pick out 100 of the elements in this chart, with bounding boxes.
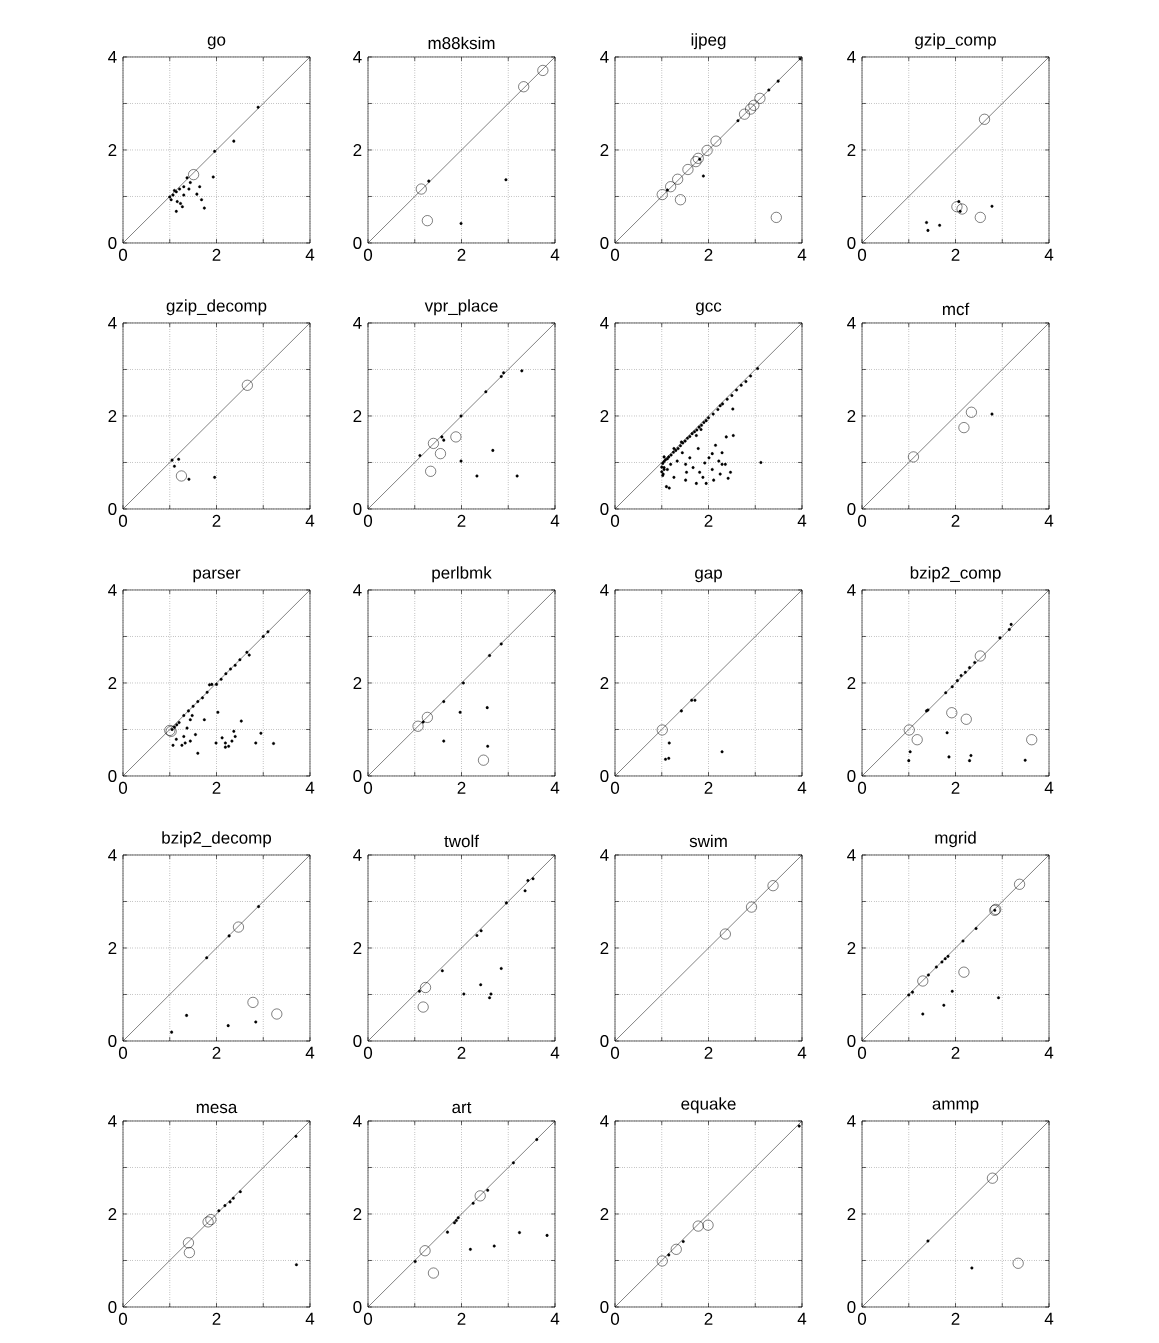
y-tick-label: 4 xyxy=(353,317,362,329)
y-tick-label: 0 xyxy=(108,1034,117,1048)
x-tick-label: 4 xyxy=(550,781,560,794)
x-tick-label: 2 xyxy=(212,1312,221,1325)
y-tick-label: 4 xyxy=(600,51,609,63)
x-tick-label: 2 xyxy=(457,1046,466,1059)
chart-title: gzip_comp xyxy=(915,33,996,50)
chart-title: perlbmk xyxy=(432,566,492,583)
x-tick-label: 2 xyxy=(951,1046,960,1059)
x-tick-label: 2 xyxy=(457,781,466,794)
y-tick-label: 4 xyxy=(847,584,856,596)
y-tick-label: 0 xyxy=(108,502,117,515)
x-tick-label: 4 xyxy=(797,781,807,794)
x-tick-label: 4 xyxy=(550,1312,560,1325)
chart-title: mcf xyxy=(942,302,970,316)
x-tick-label: 4 xyxy=(1044,1046,1054,1059)
y-tick-label: 4 xyxy=(353,51,362,63)
y-tick-label: 4 xyxy=(108,849,117,861)
x-tick-label: 4 xyxy=(1044,1312,1054,1325)
x-tick-label: 2 xyxy=(704,781,713,794)
y-tick-label: 4 xyxy=(108,317,117,329)
x-tick-label: 0 xyxy=(363,248,373,261)
x-tick-label: 0 xyxy=(363,1312,373,1325)
y-tick-label: 0 xyxy=(600,502,609,515)
y-tick-label: 2 xyxy=(108,410,117,422)
y-tick-label: 2 xyxy=(600,942,609,954)
y-tick-label: 2 xyxy=(847,410,856,422)
x-tick-label: 2 xyxy=(457,514,466,527)
y-tick-label: 4 xyxy=(108,584,117,596)
x-tick-label: 0 xyxy=(363,1046,373,1059)
y-tick-label: 2 xyxy=(353,410,362,422)
x-tick-label: 0 xyxy=(857,1046,867,1059)
chart-title: m88ksim xyxy=(428,36,495,50)
y-tick-label: 4 xyxy=(847,849,856,861)
chart-title: gcc xyxy=(696,302,722,316)
x-tick-label: 2 xyxy=(212,1046,221,1059)
y-tick-label: 2 xyxy=(847,1208,856,1220)
x-tick-label: 4 xyxy=(550,514,560,527)
x-tick-label: 2 xyxy=(212,514,221,527)
y-tick-label: 0 xyxy=(600,769,609,783)
y-tick-label: 2 xyxy=(353,677,362,689)
y-tick-label: 4 xyxy=(353,849,362,861)
chart-title: bzip2_comp xyxy=(910,566,1001,583)
x-tick-label: 0 xyxy=(857,781,867,794)
y-tick-label: 4 xyxy=(847,51,856,63)
y-tick-label: 2 xyxy=(353,1208,362,1220)
y-tick-label: 0 xyxy=(353,236,362,249)
x-tick-label: 4 xyxy=(550,248,560,261)
y-tick-label: 2 xyxy=(847,144,856,156)
chart-title: twolf xyxy=(444,834,480,848)
x-tick-label: 4 xyxy=(797,1312,807,1325)
chart-title: go xyxy=(207,36,226,50)
y-tick-label: 4 xyxy=(847,317,856,329)
x-tick-label: 2 xyxy=(457,1312,466,1325)
y-tick-label: 0 xyxy=(353,1300,362,1314)
x-tick-label: 4 xyxy=(797,514,807,527)
x-tick-label: 4 xyxy=(305,1312,315,1325)
y-tick-label: 0 xyxy=(108,1300,117,1314)
x-tick-label: 2 xyxy=(951,248,960,261)
chart-title: ammp xyxy=(932,1100,979,1114)
y-tick-label: 0 xyxy=(847,1300,856,1314)
x-tick-label: 0 xyxy=(118,248,128,261)
y-tick-label: 0 xyxy=(108,236,117,249)
y-tick-label: 2 xyxy=(108,144,117,156)
y-tick-label: 4 xyxy=(600,849,609,861)
x-tick-label: 0 xyxy=(610,514,620,527)
x-tick-label: 0 xyxy=(857,1312,867,1325)
x-tick-label: 2 xyxy=(704,248,713,261)
y-tick-label: 2 xyxy=(600,410,609,422)
chart-title: mgrid xyxy=(935,831,976,848)
x-tick-label: 4 xyxy=(305,248,315,261)
chart-title: swim xyxy=(689,834,727,848)
y-tick-label: 2 xyxy=(600,1208,609,1220)
x-tick-label: 4 xyxy=(1044,248,1054,261)
y-tick-label: 4 xyxy=(353,1115,362,1127)
x-tick-label: 0 xyxy=(610,1046,620,1059)
y-tick-label: 2 xyxy=(600,677,609,689)
x-tick-label: 4 xyxy=(305,514,315,527)
y-tick-label: 0 xyxy=(108,769,117,783)
x-tick-label: 2 xyxy=(212,781,221,794)
chart-title: equake xyxy=(681,1097,736,1114)
x-tick-label: 2 xyxy=(704,514,713,527)
x-tick-label: 4 xyxy=(305,1046,315,1059)
x-tick-label: 4 xyxy=(550,1046,560,1059)
x-tick-label: 2 xyxy=(704,1312,713,1325)
y-tick-label: 0 xyxy=(600,1300,609,1314)
x-tick-label: 2 xyxy=(704,1046,713,1059)
y-tick-label: 2 xyxy=(353,942,362,954)
chart-title: bzip2_decomp xyxy=(162,831,272,848)
x-tick-label: 2 xyxy=(951,514,960,527)
chart-title: mesa xyxy=(196,1103,238,1114)
x-tick-label: 0 xyxy=(363,781,373,794)
y-tick-label: 4 xyxy=(108,51,117,63)
chart-title: art xyxy=(452,1102,472,1114)
y-tick-label: 4 xyxy=(847,1115,856,1127)
x-tick-label: 0 xyxy=(610,781,620,794)
x-tick-label: 4 xyxy=(797,248,807,261)
chart-title: ijpeg xyxy=(691,33,726,50)
x-tick-label: 4 xyxy=(1044,781,1054,794)
y-tick-label: 0 xyxy=(847,1034,856,1048)
